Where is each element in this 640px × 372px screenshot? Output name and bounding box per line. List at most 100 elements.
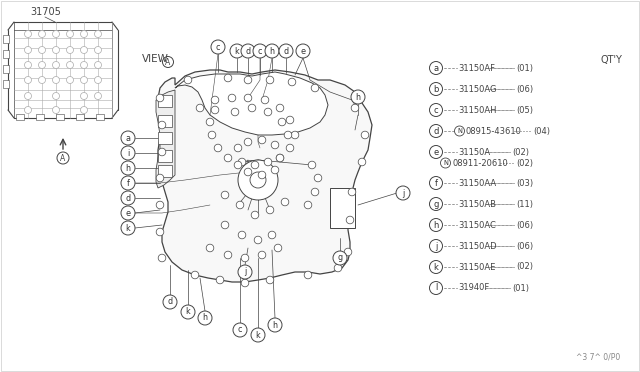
Circle shape	[24, 46, 31, 54]
Circle shape	[67, 61, 74, 68]
Circle shape	[361, 131, 369, 139]
Circle shape	[429, 125, 442, 138]
Circle shape	[429, 103, 442, 116]
Circle shape	[121, 146, 135, 160]
Circle shape	[288, 78, 296, 86]
Circle shape	[224, 251, 232, 259]
Text: h: h	[273, 321, 278, 330]
Circle shape	[429, 240, 442, 253]
Circle shape	[264, 158, 272, 166]
FancyBboxPatch shape	[96, 114, 104, 120]
Circle shape	[244, 138, 252, 146]
Circle shape	[121, 131, 135, 145]
Text: (02): (02)	[516, 263, 533, 272]
Circle shape	[344, 248, 352, 256]
Circle shape	[271, 141, 279, 149]
Circle shape	[278, 118, 286, 126]
Circle shape	[266, 276, 274, 284]
Circle shape	[38, 61, 45, 68]
Circle shape	[271, 166, 279, 174]
Circle shape	[67, 77, 74, 83]
Circle shape	[158, 148, 166, 156]
Circle shape	[158, 254, 166, 262]
Circle shape	[429, 218, 442, 231]
Circle shape	[206, 244, 214, 252]
Circle shape	[95, 46, 102, 54]
Circle shape	[304, 271, 312, 279]
Text: a: a	[125, 134, 131, 142]
Text: f: f	[435, 179, 438, 187]
Circle shape	[224, 154, 232, 162]
Circle shape	[429, 83, 442, 96]
Circle shape	[211, 40, 225, 54]
Circle shape	[156, 228, 164, 236]
Text: k: k	[235, 46, 239, 55]
Circle shape	[191, 271, 199, 279]
Text: (03): (03)	[516, 179, 533, 187]
Circle shape	[24, 77, 31, 83]
Circle shape	[358, 158, 366, 166]
Text: VIEW: VIEW	[142, 54, 169, 64]
Text: e: e	[125, 208, 131, 218]
Text: c: c	[258, 46, 262, 55]
Text: l: l	[435, 283, 437, 292]
Text: N: N	[443, 160, 448, 166]
Circle shape	[121, 161, 135, 175]
Text: c: c	[216, 42, 220, 51]
Circle shape	[258, 171, 266, 179]
Circle shape	[311, 84, 319, 92]
Circle shape	[241, 254, 249, 262]
Circle shape	[52, 61, 60, 68]
FancyBboxPatch shape	[56, 114, 64, 120]
Text: h: h	[202, 314, 207, 323]
Polygon shape	[158, 70, 372, 282]
Circle shape	[211, 106, 219, 114]
Text: (06): (06)	[516, 241, 533, 250]
Circle shape	[276, 104, 284, 112]
Circle shape	[429, 145, 442, 158]
Circle shape	[231, 108, 239, 116]
Text: 31150A: 31150A	[458, 148, 491, 157]
Circle shape	[346, 216, 354, 224]
Text: h: h	[355, 93, 360, 102]
Circle shape	[52, 31, 60, 38]
Circle shape	[244, 76, 252, 84]
Circle shape	[216, 276, 224, 284]
Text: (06): (06)	[516, 221, 533, 230]
Circle shape	[81, 31, 88, 38]
Circle shape	[454, 126, 465, 136]
Text: (02): (02)	[516, 158, 534, 167]
Circle shape	[238, 158, 246, 166]
Circle shape	[253, 44, 267, 58]
Text: j: j	[435, 241, 437, 250]
Circle shape	[95, 77, 102, 83]
Circle shape	[268, 231, 276, 239]
Text: e: e	[433, 148, 438, 157]
Circle shape	[221, 221, 229, 229]
Circle shape	[241, 44, 255, 58]
Circle shape	[52, 106, 60, 113]
Text: 31150AE: 31150AE	[458, 263, 496, 272]
Circle shape	[38, 77, 45, 83]
Text: 31150AH: 31150AH	[458, 106, 497, 115]
Text: d: d	[245, 46, 251, 55]
Text: (04): (04)	[534, 126, 550, 135]
Circle shape	[286, 116, 294, 124]
Circle shape	[81, 77, 88, 83]
Circle shape	[264, 108, 272, 116]
Text: b: b	[433, 84, 438, 93]
Text: (05): (05)	[516, 106, 533, 115]
Text: j: j	[244, 267, 246, 276]
Text: 08911-20610: 08911-20610	[452, 158, 508, 167]
FancyBboxPatch shape	[158, 132, 172, 144]
Text: (11): (11)	[516, 199, 533, 208]
Circle shape	[95, 61, 102, 68]
Circle shape	[57, 152, 69, 164]
Text: k: k	[255, 330, 260, 340]
Circle shape	[244, 168, 252, 176]
Circle shape	[24, 93, 31, 99]
Circle shape	[429, 198, 442, 211]
Text: N: N	[457, 128, 462, 134]
Circle shape	[396, 186, 410, 200]
Text: h: h	[433, 221, 438, 230]
